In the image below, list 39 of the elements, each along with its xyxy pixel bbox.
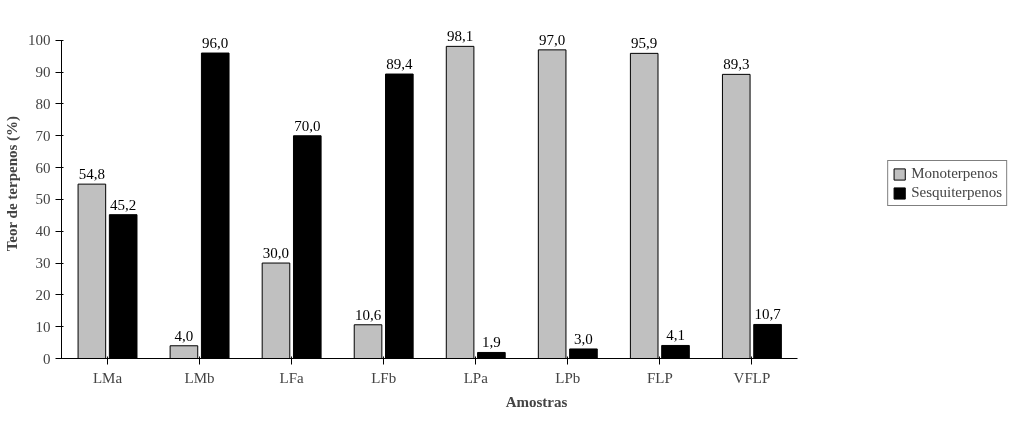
legend-label: Monoterpenos xyxy=(911,165,998,182)
x-tick-label: LMa xyxy=(92,369,123,386)
y-tick-label: 60 xyxy=(35,159,51,176)
data-label: 70,0 xyxy=(294,117,321,134)
y-axis-title: Teor de terpenos (%) xyxy=(4,115,21,252)
y-tick-label: 100 xyxy=(28,32,51,49)
data-label: 95,9 xyxy=(631,35,658,52)
x-tick-label: LFb xyxy=(371,369,397,386)
x-tick-label: LMb xyxy=(184,369,215,386)
data-label: 96,0 xyxy=(202,35,229,52)
legend-label: Sesquiterpenos xyxy=(911,184,1002,201)
data-label: 3,0 xyxy=(574,330,593,347)
data-label: 98,1 xyxy=(446,28,474,45)
data-label: 97,0 xyxy=(539,31,566,48)
data-label: 45,2 xyxy=(110,196,137,213)
data-label: 10,6 xyxy=(354,306,382,323)
data-label: 30,0 xyxy=(262,245,290,262)
data-label: 4,0 xyxy=(174,327,194,344)
data-label: 10,7 xyxy=(754,306,782,323)
y-tick-label: 90 xyxy=(35,64,51,81)
x-tick-label: FLP xyxy=(646,369,673,386)
y-tick-label: 20 xyxy=(35,286,51,303)
x-tick-label: LPb xyxy=(555,369,581,386)
x-axis-title: Amostras xyxy=(505,393,568,410)
y-tick-label: 50 xyxy=(35,191,51,208)
data-label: 89,4 xyxy=(386,56,413,73)
y-tick-label: 40 xyxy=(35,223,51,240)
x-tick-label: LFa xyxy=(279,369,305,386)
data-label: 54,8 xyxy=(78,166,105,183)
x-tick-label: LPa xyxy=(463,369,489,386)
data-label: 4,1 xyxy=(666,327,685,344)
y-tick-label: 30 xyxy=(35,255,51,272)
y-tick-label: 70 xyxy=(35,127,51,144)
data-label: 89,3 xyxy=(723,56,750,73)
y-tick-label: 10 xyxy=(35,318,51,335)
y-tick-label: 0 xyxy=(43,350,51,367)
x-tick-label: VFLP xyxy=(733,369,771,386)
data-label: 1,9 xyxy=(482,334,501,351)
y-tick-label: 80 xyxy=(35,95,51,112)
